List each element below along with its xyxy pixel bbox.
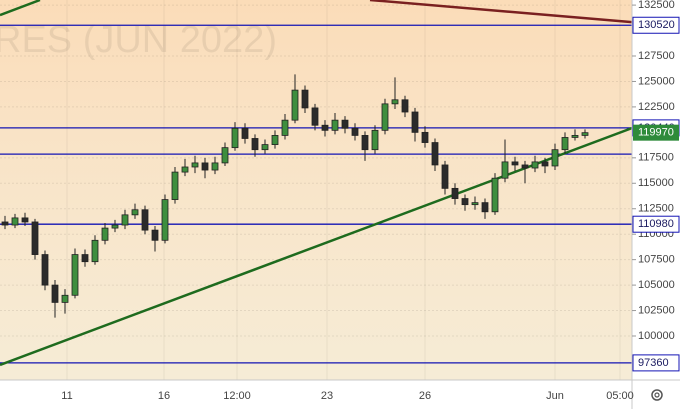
candle-body: [111, 224, 119, 229]
level-label-box: [632, 354, 680, 372]
level-label-box: [632, 16, 680, 34]
candle-body: [61, 294, 69, 303]
candle-body: [411, 111, 419, 133]
candle-body: [551, 149, 559, 167]
y-tick-label: 107500: [638, 254, 675, 266]
x-tick-label: 12:00: [223, 390, 251, 402]
candle-body: [361, 135, 369, 151]
y-tick-label: 115000: [638, 177, 674, 189]
watermark: RES (JUN 2022): [0, 19, 277, 61]
x-tick-label: 16: [158, 390, 170, 402]
candle-body: [401, 99, 409, 113]
level-label: 97360: [638, 357, 669, 369]
level-label: 110980: [638, 218, 674, 230]
candle-body: [161, 199, 169, 241]
candle-body: [41, 254, 49, 286]
candle-body: [171, 171, 179, 200]
candle-body: [201, 162, 209, 171]
candle-body: [11, 217, 19, 226]
candle-body: [101, 227, 109, 241]
candle-body: [581, 132, 589, 136]
candle-body: [531, 161, 539, 169]
candle-body: [541, 161, 549, 167]
plot-layer: [0, 0, 632, 380]
y-tick-label: 117500: [638, 152, 674, 164]
candle-body: [241, 127, 249, 139]
candle-body: [271, 135, 279, 145]
candle-body: [471, 202, 479, 206]
y-tick-label: 100000: [638, 330, 675, 342]
candle-body: [571, 135, 579, 138]
candle-body: [331, 119, 339, 131]
plot-area: [0, 0, 632, 380]
candle-body: [261, 144, 269, 151]
settings-icon[interactable]: [651, 389, 663, 401]
gear[interactable]: [651, 389, 663, 401]
candle-body: [121, 214, 129, 226]
x-tick-label: 11: [61, 390, 72, 402]
candle-body: [301, 89, 309, 109]
y-tick-label: 122500: [638, 101, 675, 113]
candle-body: [81, 254, 89, 263]
candle-body: [191, 162, 199, 168]
candle-body: [421, 131, 429, 143]
candle-body: [181, 166, 189, 173]
candle-body: [561, 137, 569, 151]
candle-body: [211, 162, 219, 171]
candle-body: [251, 138, 259, 151]
level-label-box: [632, 215, 680, 233]
last-price-label: 119970: [638, 127, 674, 139]
y-tick-label: 127500: [638, 50, 675, 62]
trend-line: [0, 0, 41, 17]
y-tick-label: 102500: [638, 304, 675, 316]
candle-body: [501, 161, 509, 179]
candle-body: [441, 164, 449, 189]
candle-body: [91, 239, 99, 263]
candle-body: [491, 177, 499, 213]
candle-body: [511, 161, 519, 166]
candle-body: [231, 127, 239, 149]
candle-body: [281, 119, 289, 136]
candle-body: [351, 127, 359, 136]
y-tick-label: 105000: [638, 279, 675, 291]
candle-body: [381, 103, 389, 131]
x-tick-label: 26: [419, 390, 431, 402]
trend-line: [369, 0, 632, 24]
candle-body: [451, 187, 459, 199]
level-label: 130520: [638, 19, 675, 31]
candle-body: [481, 202, 489, 213]
candle-body: [291, 89, 299, 121]
candle-body: [321, 124, 329, 131]
candle-body: [141, 209, 149, 231]
candle-body: [131, 209, 139, 216]
x-tick-label: 05:00: [606, 390, 634, 402]
candle-body: [1, 221, 9, 226]
candle-body: [311, 107, 319, 126]
candle-body: [71, 254, 79, 296]
candle-body: [151, 229, 159, 241]
gear-center[interactable]: [654, 392, 660, 398]
candle-body: [21, 217, 29, 223]
candle-body: [371, 129, 379, 151]
candle-body: [461, 198, 469, 206]
x-tick-label: 23: [321, 390, 333, 402]
y-tick-label: 125000: [638, 75, 675, 87]
candle-body: [341, 119, 349, 129]
candle-body: [431, 142, 439, 166]
candle-body: [391, 99, 399, 105]
candle-body: [521, 164, 529, 169]
candle-body: [221, 147, 229, 164]
candle-body: [51, 284, 59, 303]
candle-body: [31, 221, 39, 255]
last-price-box: [633, 124, 679, 141]
y-tick-label: 112500: [638, 203, 674, 215]
y-tick-label: 132500: [638, 0, 675, 11]
x-tick-label: Jun: [546, 390, 564, 402]
